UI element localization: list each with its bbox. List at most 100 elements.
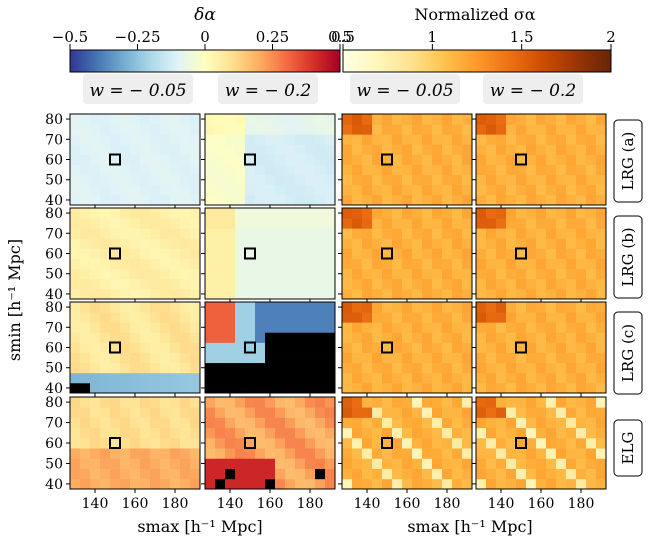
heatmap-cell [130,258,141,270]
heatmap-cell [352,302,363,313]
heatmap-cell [362,382,373,394]
heatmap-cell [215,248,226,259]
heatmap-cell [442,437,453,449]
heatmap-cell [325,478,336,490]
heatmap-cell [392,407,403,418]
heatmap-cell [402,248,413,259]
heatmap-cell [285,208,296,219]
heatmap-cell [422,194,433,206]
heatmap-cell [130,352,141,364]
heatmap-cell [546,468,557,480]
heatmap-cell [225,322,236,333]
heatmap-cell [225,228,236,239]
heatmap-cell [576,124,587,135]
heatmap-cell [265,448,276,459]
heatmap-panel [338,301,473,397]
heatmap-cell [305,124,316,135]
heatmap-cell [546,332,557,343]
heatmap-cell [315,194,326,206]
heatmap-cell [412,278,423,290]
heatmap-cell [180,238,191,249]
heatmap-cell [110,407,121,418]
heatmap-cell [452,417,463,429]
heatmap-cell [452,407,463,418]
heatmap-cell [352,448,363,459]
heatmap-cell [476,322,487,333]
heatmap-cell [70,362,81,374]
heatmap-cell [305,134,316,145]
heatmap-cell [235,184,246,196]
heatmap-cell [325,342,336,353]
heatmap-cell [402,417,413,429]
fiducial-marker [381,247,393,260]
heatmap-cell [506,302,517,313]
heatmap-cell [140,184,151,196]
heatmap-cell [275,352,286,364]
heatmap-cell [596,362,607,374]
heatmap-cell [342,448,353,459]
heatmap-cell [170,248,181,259]
heatmap-cell [422,258,433,270]
heatmap-cell [235,437,246,449]
heatmap-cell [275,184,286,196]
heatmap-cell [442,238,453,249]
heatmap-cell [285,194,296,206]
y-tick-label: 80 [45,206,63,222]
heatmap-cell [245,248,256,259]
heatmap-cell [140,208,151,219]
x-tick-label: 160 [257,496,284,512]
heatmap-cell [422,238,433,249]
heatmap-cell [130,342,141,353]
heatmap-cell [462,458,473,469]
heatmap-cell [586,342,597,353]
heatmap-cell [245,417,256,429]
heatmap-cell [526,288,537,300]
heatmap-cell [120,448,131,459]
heatmap-cell [342,372,353,384]
heatmap-cell [596,164,607,176]
heatmap-cell [305,208,316,219]
heatmap-cell [295,124,306,135]
heatmap-cell [352,154,363,165]
y-tick-label: 40 [45,193,63,209]
heatmap-cell [486,154,497,165]
heatmap-cell [546,174,557,186]
heatmap-cell [325,154,336,165]
heatmap-cell [170,174,181,186]
heatmap-cell [506,322,517,333]
heatmap-cell [362,312,373,323]
heatmap-cell [245,478,256,490]
heatmap-cell [245,174,256,186]
heatmap-cell [205,154,216,165]
heatmap-cell [160,164,171,176]
y-axis-label: smin [h⁻¹ Mpc] [5,239,24,361]
heatmap-cell [432,332,443,343]
heatmap-cell [235,302,246,313]
heatmap-cell [556,258,567,270]
heatmap-cell [80,332,91,343]
heatmap-cell [80,134,91,145]
heatmap-cell [566,228,577,239]
heatmap-cell [392,312,403,323]
heatmap-cell [596,238,607,249]
heatmap-cell [596,437,607,449]
heatmap-cell [516,238,527,249]
heatmap-cell [265,332,276,343]
heatmap-cell [305,312,316,323]
heatmap-cell [462,174,473,186]
heatmap-cell [255,194,266,206]
heatmap-cell [462,268,473,280]
heatmap-cell [516,184,527,196]
heatmap-cell [140,288,151,300]
heatmap-cell [120,342,131,353]
heatmap-cell [352,458,363,469]
heatmap-cell [516,427,527,439]
heatmap-cell [170,184,181,196]
heatmap-cell [462,478,473,490]
heatmap-cell [305,154,316,165]
heatmap-cell [496,228,507,239]
colorbar-left: −0.5 −0.25 0 0.25 0.5 [52,28,352,73]
heatmap-cell [305,362,316,374]
heatmap-cell [412,218,423,229]
heatmap-cell [245,458,256,469]
